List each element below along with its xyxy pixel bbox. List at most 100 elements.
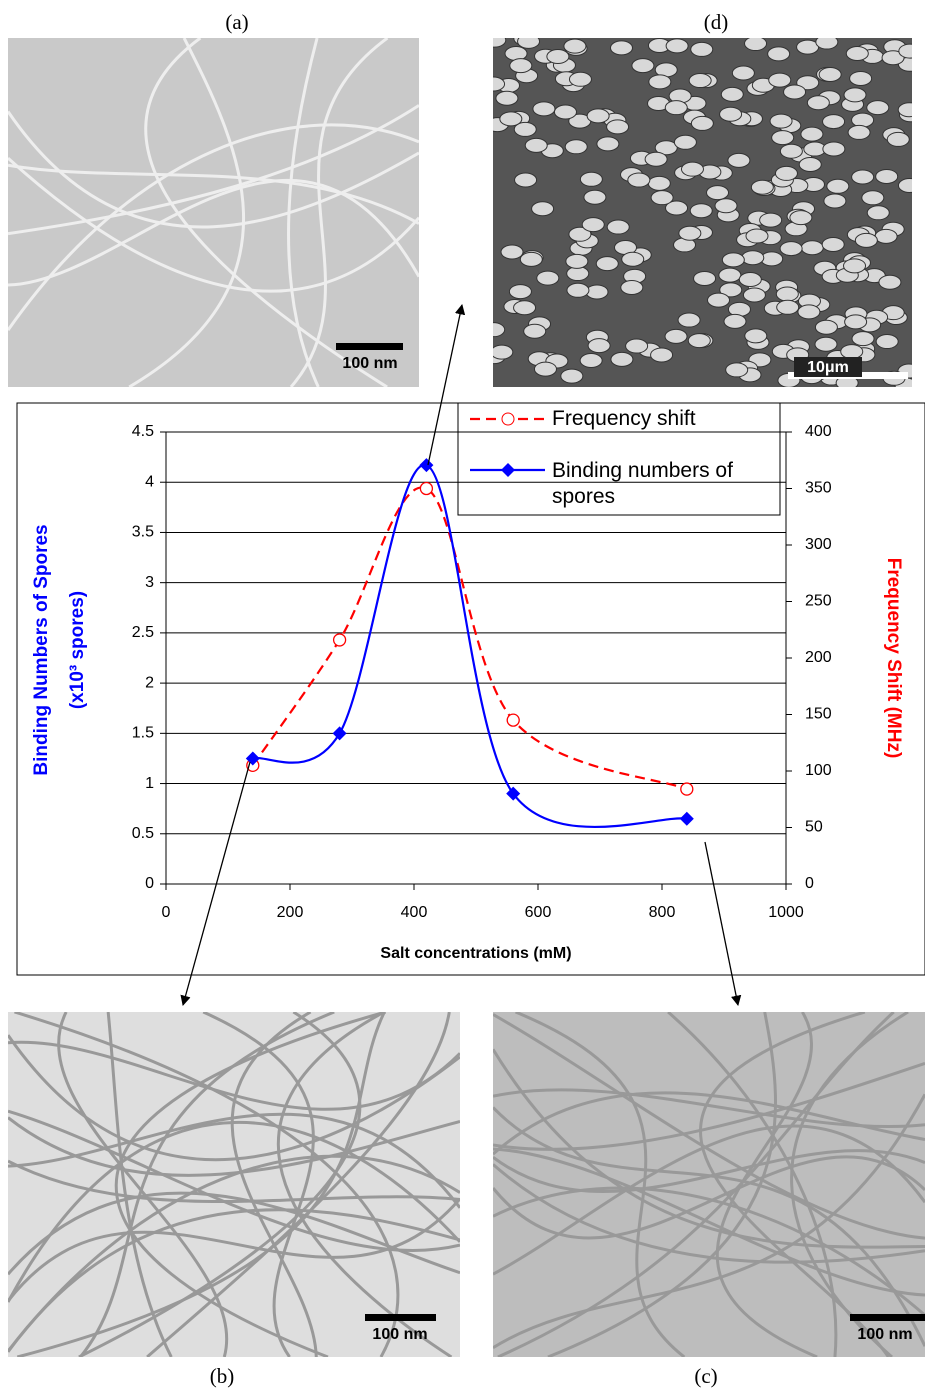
spore [523, 323, 547, 339]
spore [609, 40, 633, 56]
y-tick-label: 3 [145, 574, 154, 591]
fiber [16, 1012, 386, 1357]
y2-tick-label: 100 [805, 762, 832, 779]
fiber [128, 38, 245, 387]
spore [719, 106, 743, 122]
spore [875, 168, 899, 184]
spore [508, 284, 532, 300]
spore [583, 189, 607, 205]
point [419, 481, 434, 496]
fiber [493, 1013, 925, 1240]
spore [843, 258, 867, 274]
spore [844, 314, 868, 330]
micrograph: 100 nm [8, 38, 419, 387]
fiber [79, 1012, 335, 1357]
panel-label: (a) [225, 10, 248, 34]
y-tick-label: 1 [145, 775, 154, 792]
spore [690, 41, 714, 57]
y2-axis-label: Frequency Shift (MHz) [883, 558, 904, 759]
spore [654, 140, 678, 156]
spore [596, 136, 620, 152]
fiber [667, 1012, 838, 1357]
image-bg [8, 38, 419, 387]
spore [779, 241, 803, 257]
spore [775, 286, 799, 302]
y2-tick-label: 300 [805, 536, 832, 553]
spore [769, 113, 793, 129]
fiber [8, 1208, 460, 1353]
spore [493, 344, 514, 360]
fiber [57, 1012, 229, 1357]
y-tick-label: 4 [145, 473, 154, 490]
spore [861, 190, 885, 206]
spore [648, 74, 672, 90]
spore [768, 72, 792, 88]
y-axis-label: Binding Numbers of Spores [31, 524, 52, 775]
spore [493, 322, 506, 338]
spore [750, 179, 774, 195]
y2-tick-label: 250 [805, 593, 832, 610]
spore [723, 313, 747, 329]
series-line [252, 464, 687, 829]
fiber [493, 1048, 925, 1249]
legend-marker [501, 412, 515, 426]
spore [897, 177, 912, 193]
fiber [230, 1012, 318, 1357]
micrograph: 100 nm [493, 1012, 925, 1357]
spore [806, 95, 830, 111]
spore [650, 347, 674, 363]
y-tick-label: 1.5 [132, 725, 154, 742]
spore [720, 86, 744, 102]
fiber [8, 1159, 460, 1204]
panel-label: (d) [704, 10, 729, 34]
micrograph: 100 nm [8, 1012, 460, 1357]
spore [886, 131, 910, 147]
spore [519, 251, 543, 267]
spore [585, 284, 609, 300]
point [680, 782, 694, 796]
spore [797, 304, 821, 320]
spore [500, 244, 524, 260]
spore [524, 137, 548, 153]
legend-marker [501, 463, 515, 477]
spore [689, 203, 713, 219]
y2-tick-label: 150 [805, 706, 832, 723]
fiber [289, 38, 389, 387]
spore [847, 124, 871, 140]
spore [881, 50, 905, 66]
spore [866, 205, 890, 221]
spore [851, 331, 875, 347]
y2-tick-label: 400 [805, 423, 832, 440]
spore [874, 228, 898, 244]
spore [650, 190, 674, 206]
spore [776, 299, 800, 315]
fiber [78, 1012, 362, 1357]
spore [796, 39, 820, 55]
fiber [276, 1012, 453, 1357]
spore [579, 352, 603, 368]
legend-label: Frequency shift [552, 407, 696, 430]
spore [687, 333, 711, 349]
spore [745, 228, 769, 244]
x-tick-label: 600 [525, 904, 552, 921]
fiber [8, 104, 419, 236]
arrow [180, 761, 251, 1007]
fiber [8, 1109, 460, 1252]
spore [621, 251, 645, 267]
spore [822, 141, 846, 157]
spore [707, 292, 731, 308]
fiber [8, 179, 419, 287]
spore [822, 114, 846, 130]
spore [744, 38, 768, 52]
spore [627, 172, 651, 188]
spore [647, 175, 671, 191]
spore [514, 172, 538, 188]
spore [564, 139, 588, 155]
spore [531, 201, 555, 217]
y2-tick-label: 0 [805, 875, 814, 892]
spore [727, 152, 751, 168]
x-axis-label: Salt concentrations (mM) [380, 945, 571, 962]
spore [513, 300, 537, 316]
fiber [493, 1186, 925, 1317]
spore [513, 121, 537, 137]
